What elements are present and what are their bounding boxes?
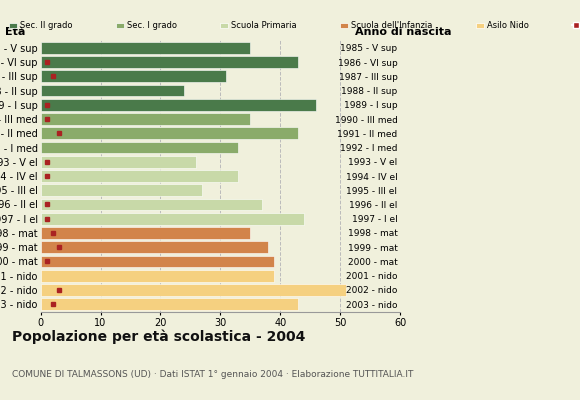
- Text: Popolazione per età scolastica - 2004: Popolazione per età scolastica - 2004: [12, 330, 305, 344]
- Bar: [41, 113, 251, 125]
- Bar: [41, 42, 251, 54]
- Bar: [41, 170, 238, 182]
- Bar: [41, 85, 184, 96]
- Bar: [41, 70, 226, 82]
- Text: Età: Età: [5, 27, 25, 37]
- Bar: [41, 99, 316, 111]
- Text: Anno di nascita: Anno di nascita: [355, 27, 451, 37]
- Bar: [41, 128, 298, 139]
- Bar: [41, 56, 298, 68]
- Bar: [41, 156, 197, 168]
- Text: COMUNE DI TALMASSONS (UD) · Dati ISTAT 1° gennaio 2004 · Elaborazione TUTTITALIA: COMUNE DI TALMASSONS (UD) · Dati ISTAT 1…: [12, 370, 413, 379]
- Bar: [41, 270, 274, 282]
- Bar: [41, 199, 262, 210]
- Bar: [41, 298, 298, 310]
- Bar: [41, 256, 274, 267]
- Bar: [41, 142, 238, 153]
- Bar: [41, 227, 251, 239]
- Bar: [41, 284, 346, 296]
- Bar: [41, 184, 202, 196]
- Bar: [41, 213, 305, 224]
- Bar: [41, 241, 269, 253]
- Legend: Sec. II grado, Sec. I grado, Scuola Primaria, Scuola dell'Infanzia, Asilo Nido, : Sec. II grado, Sec. I grado, Scuola Prim…: [9, 21, 580, 30]
